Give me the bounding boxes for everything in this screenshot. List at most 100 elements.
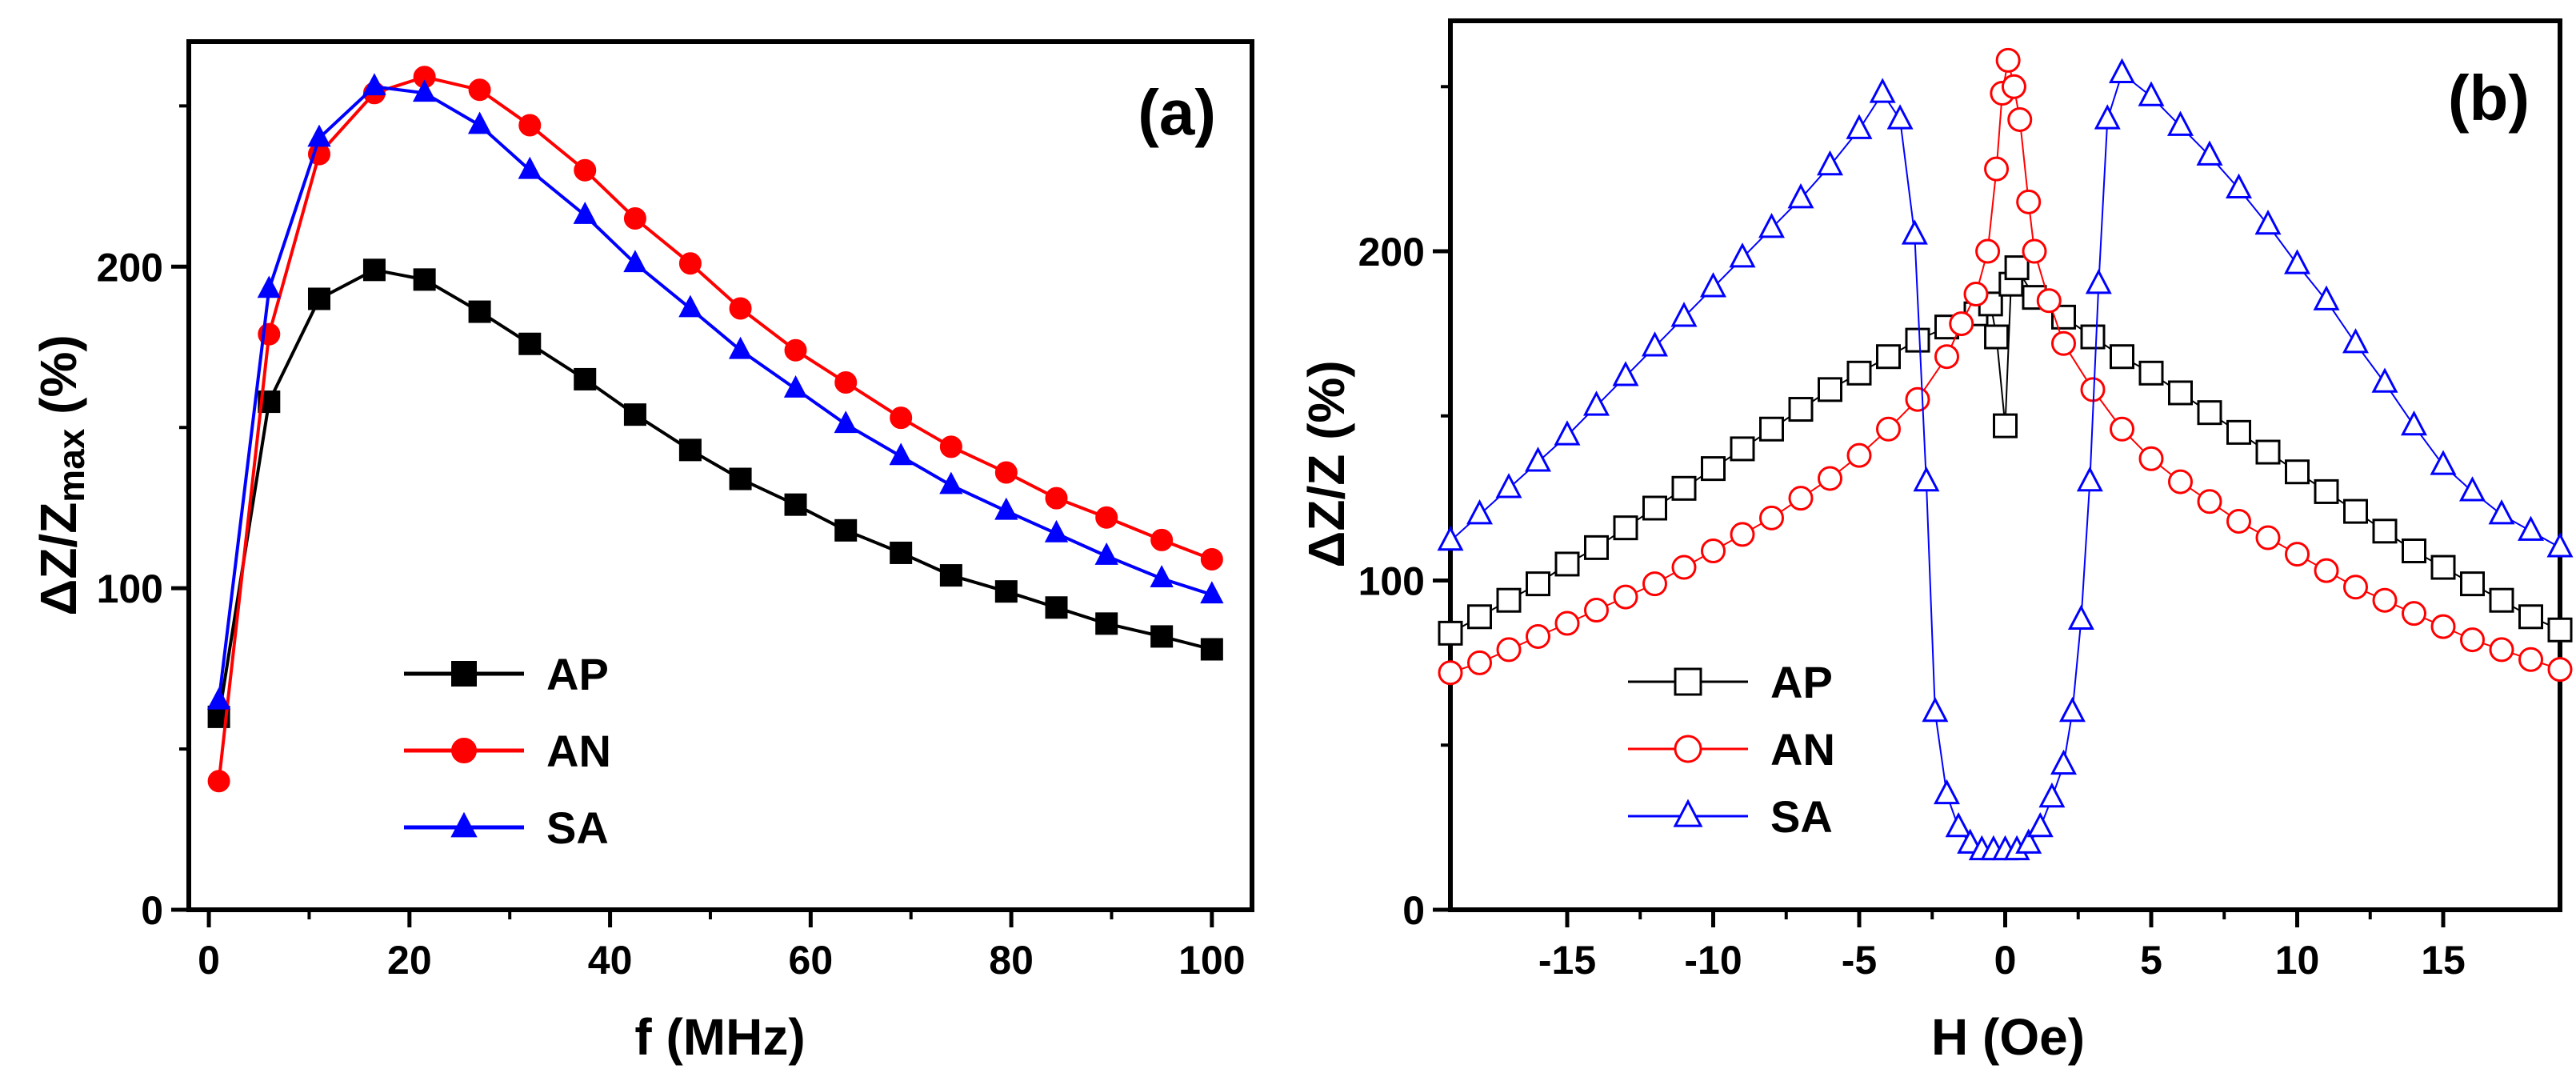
panel-b-point-an [1584,598,1609,623]
panel-b-point-an [1701,538,1726,563]
panel-b-point-ap [1671,475,1697,501]
panel-b-point-ap [1876,344,1901,370]
panel-a-legend: AP AN SA [404,649,611,853]
panel-b-point-sa [2026,811,2054,838]
panel-b-point-sa [1583,390,1610,416]
panel-b-point-ap [1788,397,1814,422]
panel-a-point-an [207,770,230,793]
panel-a-point-sa [1150,565,1174,587]
panel-b-point-sa [2050,749,2077,775]
panel-b-x-tick-label: 10 [2275,938,2320,983]
panel-b-point-ap [2168,380,2193,406]
panel-b-point-sa [2076,466,2103,492]
panel-a-y-title-tail: (%) [30,334,87,428]
panel-b-point-an [1642,571,1667,597]
panel-a-point-an [518,114,542,137]
panel-b-point-an [1730,522,1755,547]
panel-b-point-an [2430,614,2456,639]
panel-a-point-an [1095,506,1118,529]
panel-a-point-sa [1094,542,1118,565]
panel-b-x-tick-label: -5 [1842,938,1877,983]
panel-b-point-sa [1700,272,1726,298]
panel-a-point-ap [939,564,962,587]
panel-a-point-ap [784,493,807,516]
panel-b-point-sa [1934,779,1960,805]
panel-b-point-ap [2255,439,2281,465]
panel-b-point-ap [2138,360,2164,386]
panel-b-point-an [1905,386,1930,412]
panel-b-y-axis-title: ΔZ/Z (%) [1298,360,1355,567]
panel-a-point-ap [623,403,646,426]
panel-b-axes-ticks: -15 -10 -5 0 5 10 15 0 100 200 [1358,85,2466,983]
panel-a-point-an [468,78,491,102]
panel-b-point-sa [1945,811,1972,838]
panel-a-point-ap [518,332,542,355]
panel-a-point-sa [783,375,808,398]
panel-a-point-ap [468,300,491,323]
panel-a-series-line-sa [217,85,1213,702]
panel-b-point-ap [2226,419,2251,445]
panel-b-legend-label: AP [1770,657,1833,707]
panel-b-point-an [1995,47,2021,73]
panel-b-point-sa [2430,450,2457,475]
panel-b-x-tick-label: -15 [1538,938,1596,983]
panel-a-point-sa [678,294,702,318]
panel-b-point-ap [1905,327,1930,353]
panel-b-y-tick-label: 200 [1358,230,1425,274]
panel-a-x-tick-label: 60 [789,938,834,983]
panel-a-point-ap [729,467,752,490]
panel-b-point-ap [2402,538,2426,563]
panel-a-point-sa [307,124,331,147]
panel-b-point-sa [1913,466,1940,492]
panel-b-point-an [1526,623,1550,649]
panel-b-point-an [2460,627,2485,653]
panel-b-point-sa [1922,696,1949,723]
panel-b-point-ap [1730,436,1755,462]
panel-b-legend-item-sa: SA [1628,791,1833,842]
panel-a-legend-item-an: AN [404,726,611,776]
panel-a-legend-item-sa: SA [404,803,609,853]
panel-a-point-an [834,370,858,394]
panel-b-point-an [1975,238,2001,264]
panel-a-point-an [890,406,913,430]
panel-b-legend-marker [1674,667,1702,696]
panel-b-point-an [1613,584,1638,610]
panel-b-point-ap [1438,620,1463,646]
panel-b-point-sa [1495,473,1522,498]
panel-a-x-tick-label: 100 [1178,938,1245,983]
panel-a-legend-marker [450,811,478,838]
panel-a-x-tick-label: 20 [387,938,432,983]
panel-a-x-axis-title: f (MHz) [634,1008,805,1066]
panel-a-point-sa [573,202,597,224]
panel-a-y-tick-label: 100 [97,567,163,611]
panel-b-point-ap [2518,604,2543,630]
panel-a-point-an [784,338,807,362]
panel-a-point-an [939,435,962,458]
panel-a-point-sa [412,79,437,102]
panel-a-point-an [1150,528,1174,551]
panel-b-legend-item-an: AN [1628,724,1835,775]
panel-b-point-ap [1526,571,1550,597]
panel-a-y-tick-label: 200 [97,245,163,290]
panel-a-point-sa [518,156,542,179]
panel-b-legend-label: AN [1770,724,1835,775]
panel-b-point-sa [2015,828,2042,854]
panel-b-point-ap [1993,413,2018,438]
panel-b-chart: -15 -10 -5 0 5 10 15 0 100 200 (b) H (Oe) ΔZ/Z (%… [1298,18,2574,1066]
panel-b-point-an [2489,637,2514,663]
panel-b-point-ap [2547,617,2573,643]
panel-a-point-ap [362,258,386,282]
panel-b-point-an [2197,489,2222,514]
panel-b-point-ap [2080,324,2106,350]
panel-b-point-sa [1758,213,1785,238]
panel-b-point-sa [1846,114,1873,139]
panel-a-series-line-an [217,75,1213,782]
panel-b-series [1437,47,2574,861]
panel-b-point-sa [1612,361,1639,386]
panel-b-point-an [1876,416,1901,442]
panel-a-point-an [1045,486,1068,510]
panel-b-point-an [2226,508,2251,534]
panel-b-point-an [1846,442,1872,468]
panel-b-legend-item-ap: AP [1628,657,1833,707]
panel-b-point-an [2285,542,2310,567]
